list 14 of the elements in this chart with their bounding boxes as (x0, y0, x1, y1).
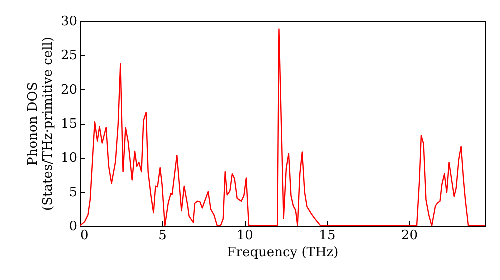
x-tick-label: 20 (401, 228, 418, 244)
y-tick-label: 30 (60, 14, 78, 30)
x-axis-title: Frequency (THz) (227, 246, 339, 260)
x-tick-label: 0 (80, 228, 89, 244)
y-tick-label: 10 (60, 151, 78, 166)
y-tick-label: 5 (69, 185, 78, 200)
x-tick-label: 5 (158, 228, 167, 244)
x-tick-label: 10 (236, 228, 254, 244)
y-tick-label: 20 (60, 82, 78, 98)
line-series (80, 28, 485, 226)
y-tick-label: 15 (60, 117, 78, 132)
x-tick-label: 15 (319, 228, 336, 244)
y-axis-title: Phonon DOS (States/THz·primitive cell) (26, 36, 56, 212)
y-tick-label: 25 (60, 48, 78, 64)
